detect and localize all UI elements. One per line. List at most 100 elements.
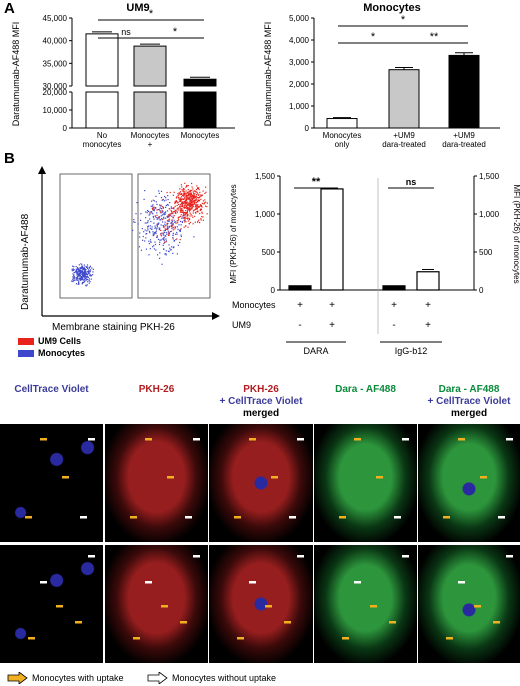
microscopy-title-line: + CellTrace Violet [219, 396, 303, 407]
um9-significance-label: * [149, 8, 154, 20]
uptake-arrow-mark [145, 581, 152, 584]
uptake-arrow-mark [62, 476, 69, 479]
uptake-arrow-mark [28, 637, 35, 640]
monocytes-ylabel: Daratumumab-AF488 MFI [263, 22, 273, 127]
uptake-arrow-mark [370, 605, 377, 608]
pkh-row-mark: - [298, 320, 301, 331]
uptake-arrow-mark [389, 621, 396, 624]
pkh26-celltrace-merged-image [209, 545, 313, 663]
um9-category-label: Monocytes [131, 131, 170, 140]
microscopy-column-title: CellTrace Violet [0, 384, 103, 396]
uptake-arrow-mark [342, 637, 349, 640]
monocytes-tick-label: 1,000 [289, 102, 310, 111]
pkh26-bar-chart: MFI (PKH-26) of monocytes MFI (PKH-26) of… [229, 172, 520, 356]
microscopy-title-line: + CellTrace Violet [427, 396, 511, 407]
uptake-arrow-mark [75, 621, 82, 624]
microscopy-column-title: PKH-26 + CellTrace Violet merged [209, 384, 313, 420]
pkh-row-mark: + [297, 300, 303, 311]
pkh-significance-label: ** [312, 176, 321, 188]
monocytes-swatch [18, 349, 34, 357]
monocytes-category-label: +UM9 [453, 131, 475, 140]
uptake-arrow-mark [289, 516, 296, 519]
uptake-arrow-mark [339, 516, 346, 519]
uptake-arrows-overlay [28, 555, 95, 640]
uptake-arrows-overlay [443, 438, 513, 519]
arrow-without-uptake-icon [147, 672, 168, 684]
uptake-arrow-mark [402, 438, 409, 441]
monocytes-bar [388, 69, 420, 129]
um9-category-label: IVIG [142, 149, 158, 150]
uptake-arrows-overlay [237, 555, 304, 640]
y-axis-arrow [38, 166, 46, 174]
uptake-arrow-mark [180, 621, 187, 624]
without-uptake-label: Monocytes without uptake [172, 673, 277, 683]
microscopy-column-title: Dara - AF488 [314, 384, 417, 396]
pkh-bar [320, 188, 344, 291]
pkh26-image [105, 545, 208, 663]
uptake-arrows-overlay [133, 555, 200, 640]
uptake-arrow-mark [193, 438, 200, 441]
um9-tick-label: 40,000 [43, 37, 68, 46]
monocytes-significance-label: * [401, 14, 406, 26]
um9-category-label: No [97, 131, 108, 140]
um9-tick-label: 0 [63, 124, 68, 133]
uptake-arrow-mark [354, 438, 361, 441]
um9-category-label: + [148, 140, 153, 149]
uptake-arrow-mark [265, 605, 272, 608]
uptake-arrows-overlay [446, 555, 513, 640]
microscopy-column-title: Dara - AF488 + CellTrace Violet merged [418, 384, 520, 420]
microscopy-title-line: CellTrace Violet [14, 384, 89, 395]
uptake-arrow-mark [443, 516, 450, 519]
um9-bar-upper [85, 33, 119, 87]
uptake-arrow-mark [271, 476, 278, 479]
uptake-arrow-mark [133, 637, 140, 640]
monocytes-category-label: dara-treated [442, 140, 486, 149]
um9-tick-label: 45,000 [43, 14, 68, 23]
um9-bar-upper [133, 45, 167, 87]
uptake-arrow-mark [167, 476, 174, 479]
monocytes-bar [448, 54, 480, 129]
pkh-group-label: IgG-b12 [395, 346, 428, 356]
uptake-arrow-mark [376, 476, 383, 479]
um9-significance-label: ns [121, 27, 131, 37]
uptake-arrow-mark [493, 621, 500, 624]
monocytes-category-label: Monocytes [323, 131, 362, 140]
um9-swatch [18, 337, 34, 345]
flow-dot-clouds [71, 182, 208, 287]
uptake-arrow-mark [249, 438, 256, 441]
um9-tick-label: 30,000 [43, 82, 68, 91]
microscopy-title-line: Dara - AF488 [335, 384, 396, 395]
dara-af488-celltrace-merged-image [418, 545, 520, 663]
um9-tick-label: 20,000 [43, 88, 68, 97]
pkh-row-mark: + [391, 300, 397, 311]
pkh-significance-label: ns [406, 177, 417, 187]
pkh-tick-label-left: 1,000 [255, 210, 276, 219]
uptake-arrow-mark [458, 581, 465, 584]
monocytes-legend-label: Monocytes [38, 348, 86, 358]
microscopy-title-line: PKH-26 [138, 384, 175, 395]
pkh-row-mark: + [329, 300, 335, 311]
pkh-row-mark: - [392, 320, 395, 331]
monocytes-tick-label: 3,000 [289, 58, 310, 67]
pkh-ylabel-left: MFI (PKH-26) of monocytes [229, 184, 238, 283]
pkh-row-mark: + [329, 320, 335, 331]
uptake-arrow-mark [498, 516, 505, 519]
flow-xlabel: Membrane staining PKH-26 [52, 322, 175, 333]
um9-legend-label: UM9 Cells [38, 336, 82, 346]
uptake-arrow-mark [402, 555, 409, 558]
uptake-arrow-mark [237, 637, 244, 640]
celltrace-violet-image [0, 424, 103, 542]
microscopy-title-line: Dara - AF488 [438, 384, 500, 395]
monocytes-category-label: +IVIG [394, 149, 415, 150]
pkh-bar [416, 271, 440, 291]
um9-chart-title: UM9 [126, 2, 149, 14]
um9-bar-chart: UM9 Daratumumab-AF488 MFI 0 10,000 20,00030,… [11, 2, 235, 150]
uptake-arrows-overlay [339, 438, 409, 519]
monocytes-chart-title: Monocytes [363, 2, 420, 14]
pkh-tick-label-right: 500 [479, 248, 493, 257]
pkh-row-label: Monocytes [232, 300, 276, 310]
arrow-with-uptake-icon [7, 672, 28, 684]
microscopy-title-line: merged [242, 408, 280, 419]
with-uptake-label: Monocytes with uptake [32, 673, 124, 683]
uptake-arrow-mark [193, 555, 200, 558]
